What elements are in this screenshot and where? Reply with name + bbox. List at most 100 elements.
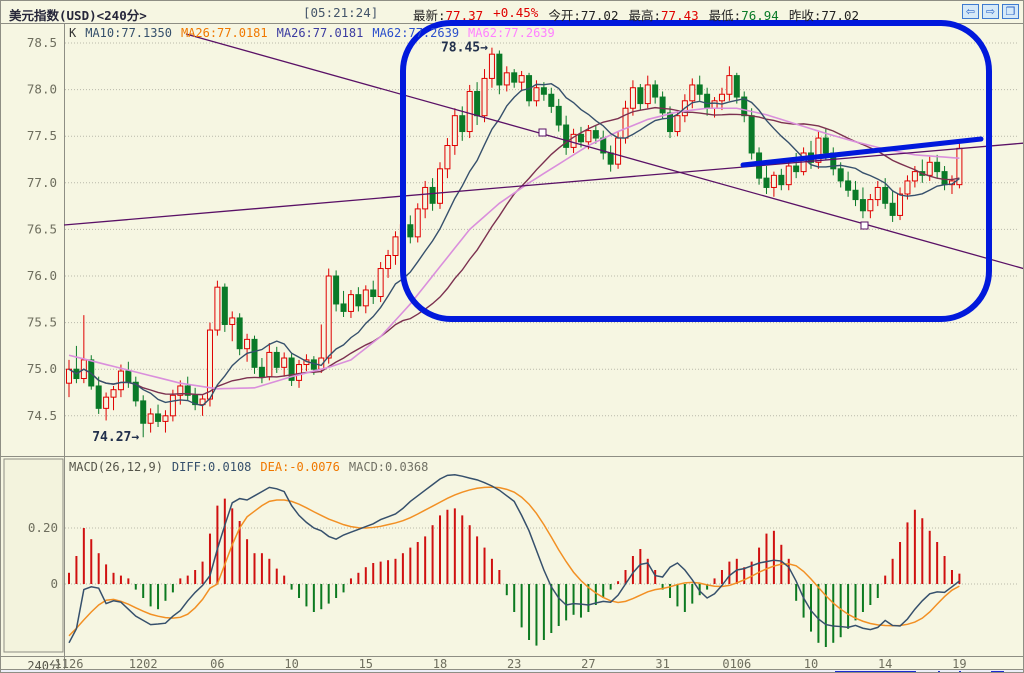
candlestick (147, 413, 154, 424)
quote-bar: 最新:77.37 +0.45% 今开:77.02 最高:77.43 最低:76.94 昨收… (413, 5, 859, 24)
y-axis-label: 74.5 (27, 408, 57, 423)
instrument-title: 美元指数(USD)<240分> (9, 8, 147, 23)
candlestick (110, 389, 117, 398)
toolbar-active-tab[interactable] (835, 671, 916, 672)
candlestick (244, 338, 251, 350)
candlestick (355, 294, 362, 307)
candlestick (822, 137, 829, 154)
candlestick (184, 385, 191, 396)
toolbar-divider (938, 671, 940, 672)
candlestick (852, 189, 859, 201)
candlestick (874, 186, 881, 201)
candlestick (236, 317, 243, 350)
blue-trendline-annotation (740, 136, 984, 168)
candlestick (889, 202, 896, 216)
macd-axis-label: 0 (50, 576, 58, 591)
candlestick (347, 294, 354, 312)
candlestick (422, 186, 429, 210)
candlestick (414, 208, 421, 238)
toolbar-icon[interactable] (991, 671, 1004, 672)
nav-forward-button[interactable]: ⇨ (982, 4, 999, 19)
x-tick-label: 19 (952, 657, 967, 671)
y-axis-label: 75.0 (27, 361, 57, 376)
macd-legend: MACD(26,12,9) DIFF:0.0108 DEA:-0.0076 MACD:… (69, 460, 428, 474)
candlestick (444, 145, 451, 170)
candlestick (696, 84, 703, 95)
x-tick-label: 10 (803, 657, 819, 671)
candlestick (629, 87, 636, 109)
candlestick (281, 357, 288, 368)
candlestick (607, 152, 614, 165)
quote-item: 最低:76.94 (708, 8, 779, 23)
candlestick (266, 351, 273, 378)
candlestick (785, 165, 792, 186)
candlestick (169, 394, 176, 417)
candlestick (622, 107, 629, 139)
trendline-descending (185, 33, 1023, 270)
candlestick (481, 77, 488, 117)
candlestick (592, 130, 599, 139)
diff-line (68, 474, 960, 644)
windows-button[interactable]: ❐ (1002, 4, 1019, 19)
candlestick (155, 413, 162, 422)
macd-axis-box (3, 458, 64, 653)
window-buttons: ⇦ ⇨ ❐ (962, 4, 1019, 19)
quote-item: 昨收:77.02 (788, 8, 860, 23)
x-tick-label: 27 (581, 657, 596, 671)
candlestick (941, 171, 948, 186)
legend-item: DEA:-0.0076 (260, 460, 340, 474)
candlestick (733, 75, 740, 98)
x-tick-label: 14 (877, 657, 893, 671)
candlestick (429, 186, 436, 204)
candlestick (711, 100, 718, 109)
candlestick (555, 105, 562, 126)
main-chart-legend: K MA10:77.1350 MA26:77.0181 MA26:77.0181 MA6… (69, 26, 555, 40)
period-label: 240分 (27, 659, 61, 673)
candlestick (674, 115, 681, 133)
candlestick (377, 268, 384, 298)
candlestick (177, 385, 184, 396)
ma10-line (68, 83, 960, 407)
x-tick-label: 0106 (722, 657, 752, 671)
candlestick (333, 275, 340, 305)
candlestick (644, 84, 651, 105)
candlestick (897, 193, 904, 216)
candlestick (117, 370, 124, 391)
candlestick (407, 224, 414, 238)
quote-item: +0.45% (493, 5, 539, 20)
candlestick (934, 161, 941, 173)
legend-item: MA62:77.2639 (372, 26, 460, 40)
candlestick (540, 87, 547, 95)
candlestick (859, 199, 866, 212)
candlestick (511, 72, 518, 83)
candlestick (518, 75, 525, 83)
legend-item: MA62:77.2639 (468, 26, 555, 40)
candlestick (577, 133, 584, 143)
candlestick (718, 93, 725, 102)
quote-item: 最新:77.37 (413, 8, 484, 23)
legend-item: MA26:77.0181 (180, 26, 268, 40)
x-tick-label: 18 (432, 657, 448, 671)
legend-item: MACD:0.0368 (348, 460, 429, 474)
y-axis-label: 76.5 (27, 221, 57, 236)
x-tick-label: 1202 (128, 657, 158, 671)
y-axis-label: 75.5 (27, 315, 57, 330)
candlestick (637, 87, 644, 105)
candlestick (741, 96, 748, 117)
y-axis-label: 78.5 (27, 35, 57, 50)
nav-back-button[interactable]: ⇦ (962, 4, 979, 19)
candlestick (214, 286, 221, 331)
candlestick (533, 87, 540, 102)
candlestick (911, 171, 918, 182)
candlestick (726, 75, 733, 95)
price-annotation: 78.45→ (441, 41, 488, 56)
candlestick (845, 180, 852, 191)
trendline-ascending (63, 142, 1023, 226)
candlestick (904, 180, 911, 195)
candlestick (340, 303, 347, 312)
candlestick (563, 124, 570, 148)
candlestick (132, 381, 139, 402)
x-tick-label: 10 (284, 657, 299, 671)
candlestick (221, 286, 228, 325)
